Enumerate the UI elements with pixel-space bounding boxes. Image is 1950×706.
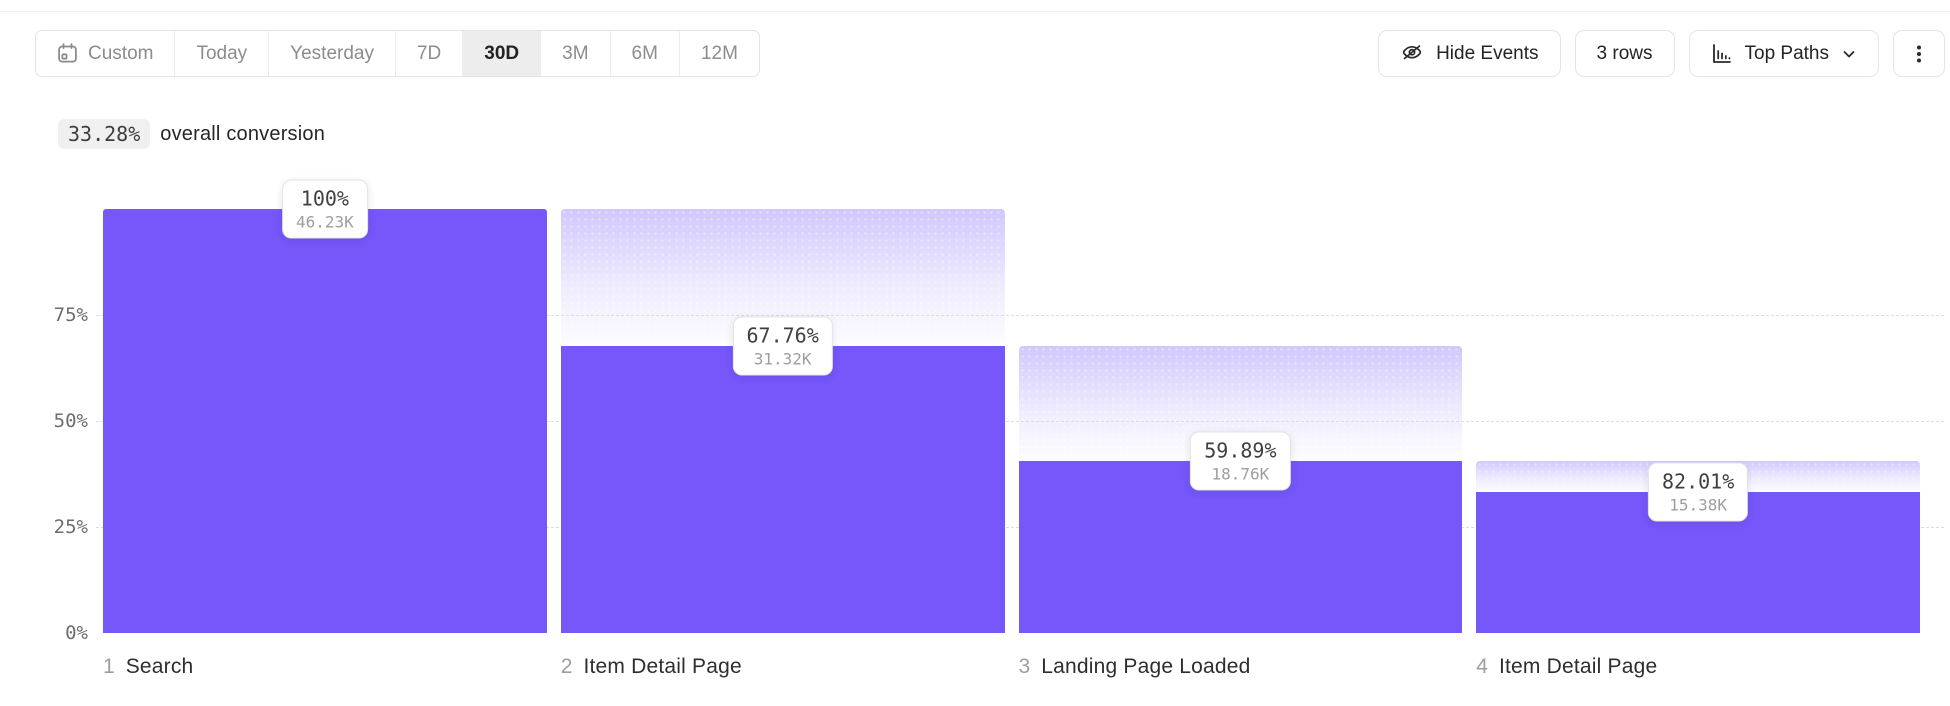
hide-events-label: Hide Events: [1436, 42, 1539, 64]
more-options-button[interactable]: [1893, 30, 1945, 77]
y-axis-tick-label: 50%: [53, 410, 88, 432]
step-index: 4: [1476, 655, 1488, 678]
overall-conversion-label: overall conversion: [160, 122, 326, 145]
step-conversion-percent: 67.76%: [746, 323, 819, 348]
date-range-today[interactable]: Today: [175, 31, 270, 76]
top-paths-label: Top Paths: [1744, 42, 1830, 64]
step-conversion-percent: 100%: [300, 186, 349, 211]
step-name: Landing Page Loaded: [1041, 655, 1251, 678]
date-range-label: 30D: [484, 42, 520, 64]
date-range-30d[interactable]: 30D: [463, 31, 542, 76]
bar-chart-icon: [1711, 43, 1733, 65]
chevron-down-icon: [1841, 46, 1857, 62]
y-axis-tick-label: 0%: [65, 622, 88, 644]
date-range-label: 7D: [416, 42, 442, 64]
date-range-3m[interactable]: 3M: [541, 31, 611, 76]
funnel-bar[interactable]: [560, 345, 1005, 633]
step-name: Item Detail Page: [583, 655, 742, 678]
gridline-50: [96, 421, 1944, 422]
hide-events-button[interactable]: Hide Events: [1378, 30, 1561, 77]
step-name: Item Detail Page: [1498, 655, 1658, 678]
top-divider: [0, 11, 1950, 12]
toolbar-actions: Hide Events 3 rows Top Paths: [1378, 30, 1945, 77]
rows-button[interactable]: 3 rows: [1574, 30, 1675, 77]
calendar-icon: [58, 43, 77, 63]
overall-conversion-summary: 33.28% overall conversion: [58, 119, 325, 149]
step-name: Search: [125, 655, 194, 678]
date-range-label: Custom: [88, 42, 154, 64]
conversion-value-box: 100% 46.23K: [281, 179, 368, 239]
funnel-bar[interactable]: [103, 209, 547, 633]
conversion-value-box: 67.76% 31.32K: [732, 316, 833, 376]
conversion-value-box: 59.89% 18.76K: [1190, 431, 1291, 491]
step-index: 3: [1018, 655, 1031, 678]
date-range-label: 3M: [562, 42, 589, 64]
step-index: 1: [103, 655, 115, 678]
kebab-menu-icon: [1908, 43, 1930, 65]
overall-conversion-value: 33.28%: [58, 119, 151, 149]
step-label: 2 Item Detail Page: [561, 655, 742, 679]
y-axis-tick-label: 75%: [53, 304, 88, 326]
step-index: 2: [560, 655, 573, 678]
date-range-label: Yesterday: [290, 42, 374, 64]
date-range-6m[interactable]: 6M: [611, 31, 680, 76]
step-count: 15.38K: [1669, 495, 1728, 515]
gridline-75: [96, 315, 1944, 316]
conversion-value-box: 82.01% 15.38K: [1648, 462, 1749, 522]
date-range-custom[interactable]: Custom: [36, 31, 176, 76]
date-range-12m[interactable]: 12M: [680, 31, 759, 76]
step-label: 1 Search: [103, 655, 193, 679]
date-range-label: Today: [196, 42, 248, 64]
step-label: 3 Landing Page Loaded: [1019, 655, 1251, 679]
date-range-yesterday[interactable]: Yesterday: [269, 31, 396, 76]
step-count: 18.76K: [1211, 464, 1270, 484]
step-count: 46.23K: [295, 212, 354, 232]
toolbar: Custom Today Yesterday 7D 30D 3M 6M 12M Hide Ev…: [35, 30, 1945, 77]
date-range-control: Custom Today Yesterday 7D 30D 3M 6M 12M: [35, 30, 760, 77]
top-paths-dropdown[interactable]: Top Paths: [1688, 30, 1879, 77]
rows-label: 3 rows: [1596, 42, 1653, 64]
eye-off-icon: [1400, 42, 1424, 66]
step-count: 31.32K: [753, 349, 812, 369]
date-range-label: 12M: [700, 42, 738, 64]
date-range-label: 6M: [631, 42, 658, 64]
step-label: 4 Item Detail Page: [1476, 655, 1657, 679]
date-range-7d[interactable]: 7D: [396, 31, 464, 76]
y-axis-tick-label: 25%: [53, 516, 88, 538]
step-conversion-percent: 82.01%: [1662, 469, 1735, 494]
step-conversion-percent: 59.89%: [1204, 438, 1277, 463]
